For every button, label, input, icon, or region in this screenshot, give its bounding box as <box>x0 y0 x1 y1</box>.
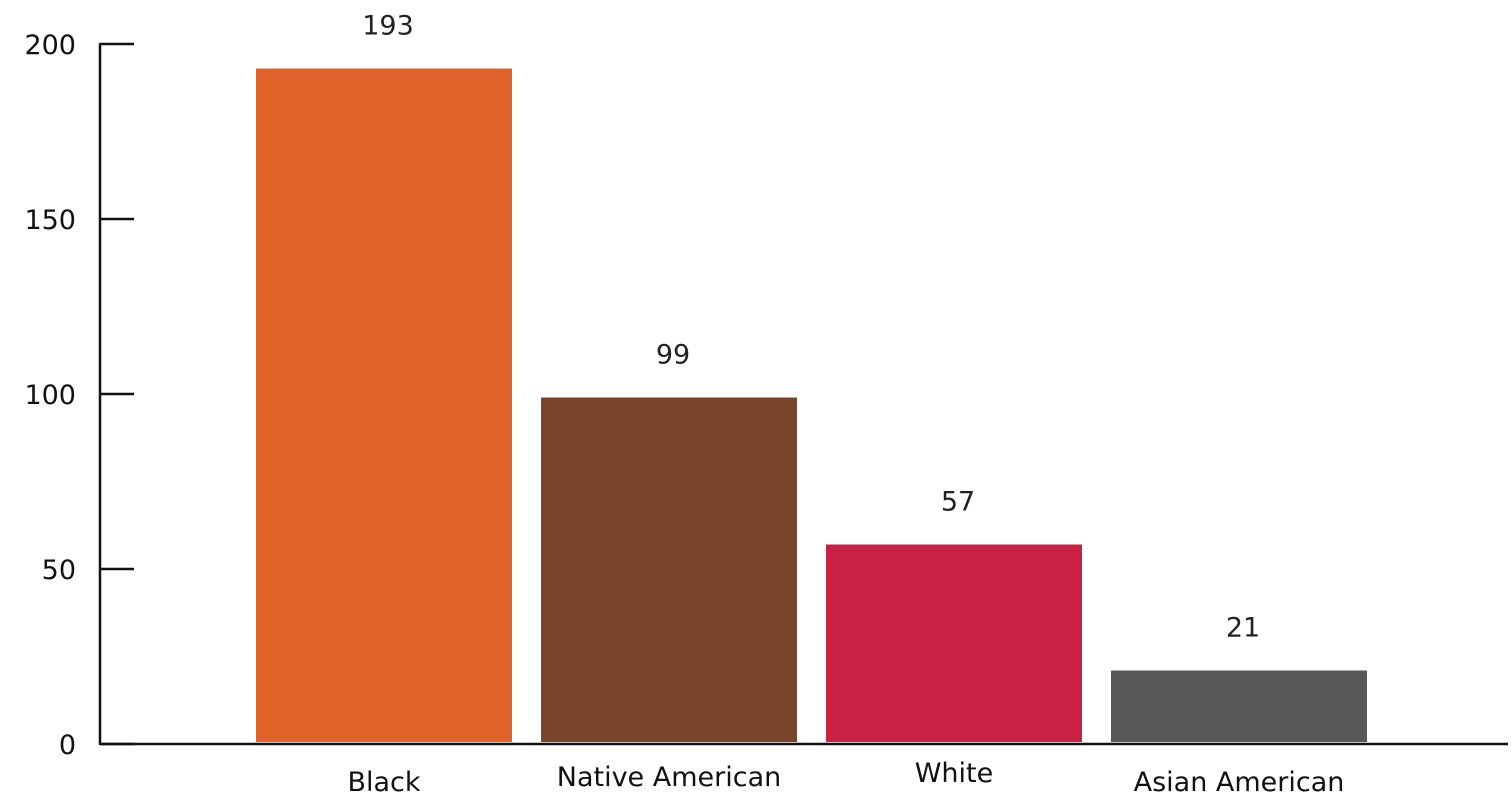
y-tick-label: 200 <box>24 30 76 61</box>
category-label: White <box>915 758 994 789</box>
category-label: Asian American <box>1134 767 1345 798</box>
data-labels: 193 99 57 21 <box>362 11 1260 644</box>
y-tick-label: 150 <box>24 205 76 236</box>
y-tick-label: 50 <box>42 555 76 586</box>
category-label: Black <box>347 767 420 798</box>
y-axis: 0 50 100 150 200 <box>24 30 134 761</box>
bar <box>541 397 797 742</box>
data-label: 99 <box>656 340 690 371</box>
bar <box>1111 670 1367 742</box>
y-tick-label: 100 <box>24 380 76 411</box>
data-label: 21 <box>1226 613 1260 644</box>
bar <box>826 544 1082 742</box>
data-label: 57 <box>941 487 975 518</box>
bar <box>256 68 512 742</box>
bars <box>256 68 1367 742</box>
data-label: 193 <box>362 11 414 42</box>
y-tick-label: 0 <box>59 730 76 761</box>
category-label: Native American <box>557 762 782 793</box>
category-labels: Black Native American White Asian American <box>347 758 1344 798</box>
